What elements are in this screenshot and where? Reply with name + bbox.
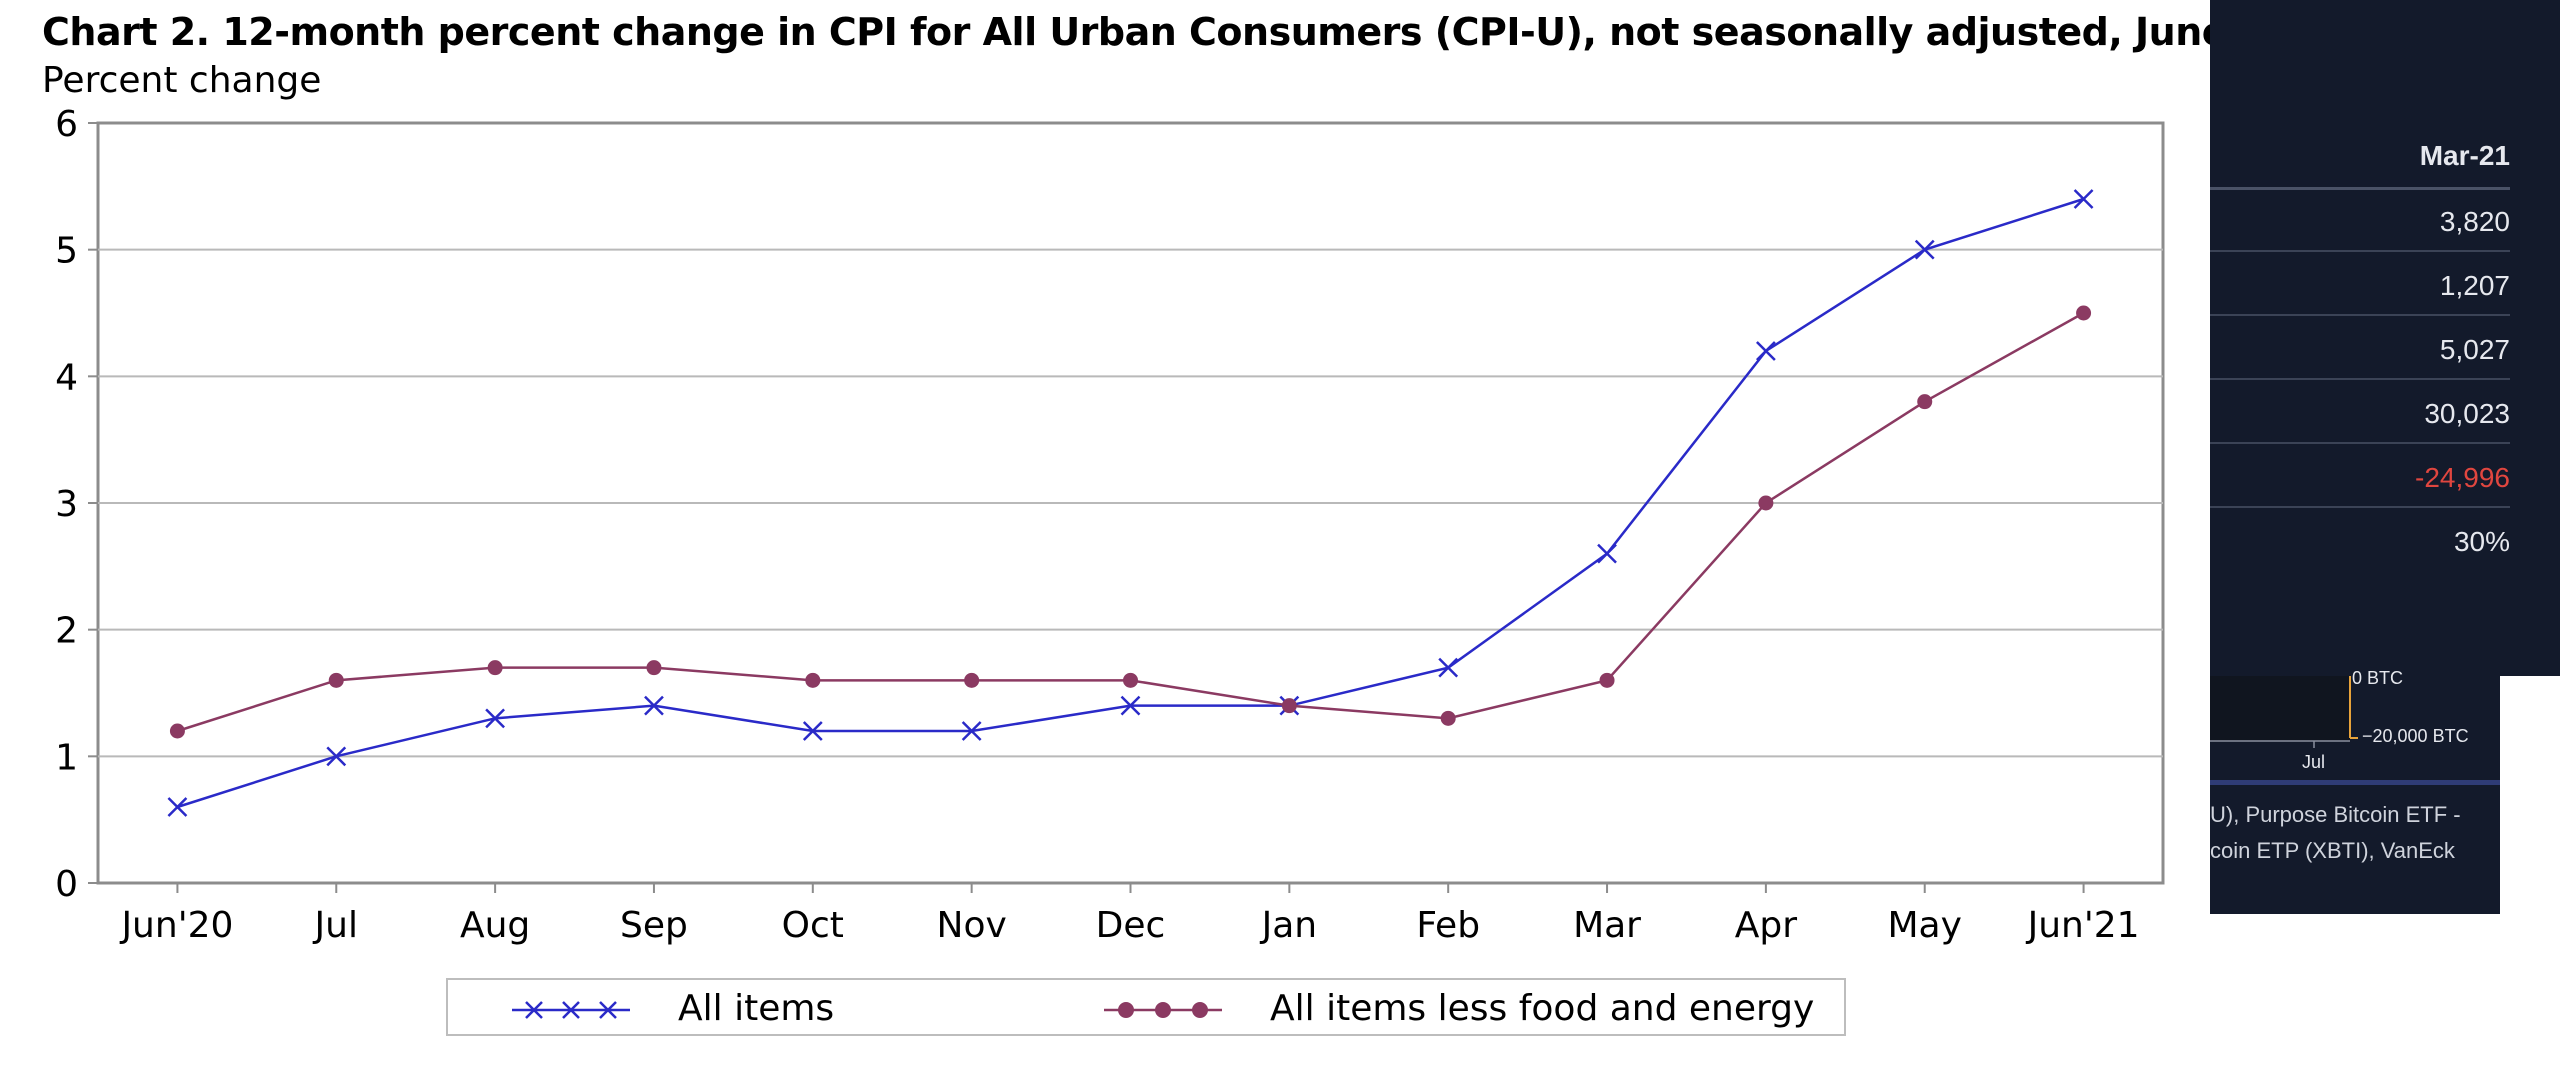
dot-marker-line-icon <box>1104 1002 1222 1018</box>
data-point-dot-marker <box>487 660 503 676</box>
data-point-x-marker <box>644 695 664 716</box>
mini-chart-panel: 0 BTC −20,000 BTC Jul U), Purpose Bitcoi… <box>2210 668 2500 914</box>
data-point-dot-marker <box>805 672 821 688</box>
data-point-x-marker <box>326 746 347 767</box>
chart-title: Chart 2. 12-month percent change in CPI … <box>42 10 2560 54</box>
y-tick-label: 3 <box>55 484 78 525</box>
data-point-dot-marker <box>964 672 980 688</box>
panel-footnote: U), Purpose Bitcoin ETF - <box>2210 802 2461 827</box>
data-point-x-marker <box>802 721 823 741</box>
data-point-dot-marker <box>1758 495 1774 511</box>
mini-x-label: Jul <box>2302 752 2326 772</box>
mini-chart <box>2210 676 2500 785</box>
y-tick-label: 2 <box>55 611 78 652</box>
x-tick-label: May <box>1888 905 1962 946</box>
x-tick-label: Jul <box>313 905 358 946</box>
data-point-x-marker <box>961 721 982 741</box>
panel-row-divider <box>2210 506 2510 508</box>
legend-label-all-items: All items <box>678 988 835 1029</box>
x-tick-label: Sep <box>620 905 688 946</box>
panel-row-divider <box>2210 442 2510 444</box>
chart-subtitle: Percent change <box>42 60 322 101</box>
panel-column-header: Mar-21 <box>2419 140 2510 171</box>
legend-label-core: All items less food and energy <box>1270 988 1815 1029</box>
data-point-x-marker <box>1755 341 1776 361</box>
y-tick-label: 6 <box>55 104 78 145</box>
panel-value: 5,027 <box>2439 334 2510 365</box>
x-marker-line-icon <box>512 1001 630 1019</box>
data-point-x-marker <box>1914 239 1935 260</box>
panel-row-divider <box>2210 314 2510 316</box>
x-tick-label: Dec <box>1096 905 1166 946</box>
x-tick-label: Nov <box>937 905 1007 946</box>
panel-value-negative: -24,996 <box>2415 462 2510 493</box>
x-tick-label: Jan <box>1260 905 1318 946</box>
data-point-x-marker <box>1597 543 1617 564</box>
data-point-dot-marker <box>1440 710 1456 726</box>
panel-header-divider <box>2210 187 2510 190</box>
y-tick-label: 4 <box>55 357 78 398</box>
y-tick-label: 5 <box>55 231 78 272</box>
data-point-x-marker <box>1120 695 1141 716</box>
panel-value: 3,820 <box>2439 206 2510 237</box>
data-point-dot-marker <box>169 723 185 739</box>
x-tick-label: Oct <box>782 905 844 946</box>
data-point-x-marker <box>2073 189 2094 209</box>
side-data-panel: Mar-21 3,820 1,207 5,027 30,023 -24,996 … <box>2210 0 2560 676</box>
data-point-dot-marker <box>1599 672 1615 688</box>
panel-value: 30% <box>2453 526 2510 557</box>
data-point-x-marker <box>167 797 188 817</box>
data-point-dot-marker <box>646 660 662 676</box>
x-tick-label: Jun'20 <box>119 905 233 946</box>
x-tick-label: Aug <box>460 905 530 946</box>
panel-row-divider <box>2210 250 2510 252</box>
data-point-dot-marker <box>328 672 344 688</box>
chart-legend: All items All items less food and energy <box>446 978 1846 1036</box>
x-tick-label: Apr <box>1735 905 1797 946</box>
legend-item-core: All items less food and energy <box>1098 980 1838 1034</box>
y-tick-label: 0 <box>55 864 78 905</box>
data-point-dot-marker <box>1917 394 1933 410</box>
data-point-dot-marker <box>1281 698 1297 714</box>
cpi-line-chart: 0 1 2 3 4 5 6 Jun'20 Jul Aug Sep Oct Nov Dec Jan Feb Mar… <box>55 104 2165 946</box>
x-tick-label: Feb <box>1416 905 1480 946</box>
y-tick-label: 1 <box>55 737 78 778</box>
data-point-x-marker <box>485 708 505 729</box>
panel-footnote: coin ETP (XBTI), VanEck <box>2210 838 2455 863</box>
data-point-dot-marker <box>2076 305 2092 321</box>
panel-row-divider <box>2210 378 2510 380</box>
x-tick-label: Jun'21 <box>2026 905 2140 946</box>
panel-value: 1,207 <box>2439 270 2510 301</box>
panel-value: 30,023 <box>2424 398 2510 429</box>
mini-axis-label: −20,000 BTC <box>2362 726 2469 746</box>
mini-axis-label-partial: 0 BTC <box>2352 668 2404 688</box>
data-point-x-marker <box>1438 657 1459 678</box>
legend-item-all-items: All items <box>506 980 906 1034</box>
x-tick-label: Mar <box>1573 905 1641 946</box>
data-point-dot-marker <box>1123 672 1138 688</box>
